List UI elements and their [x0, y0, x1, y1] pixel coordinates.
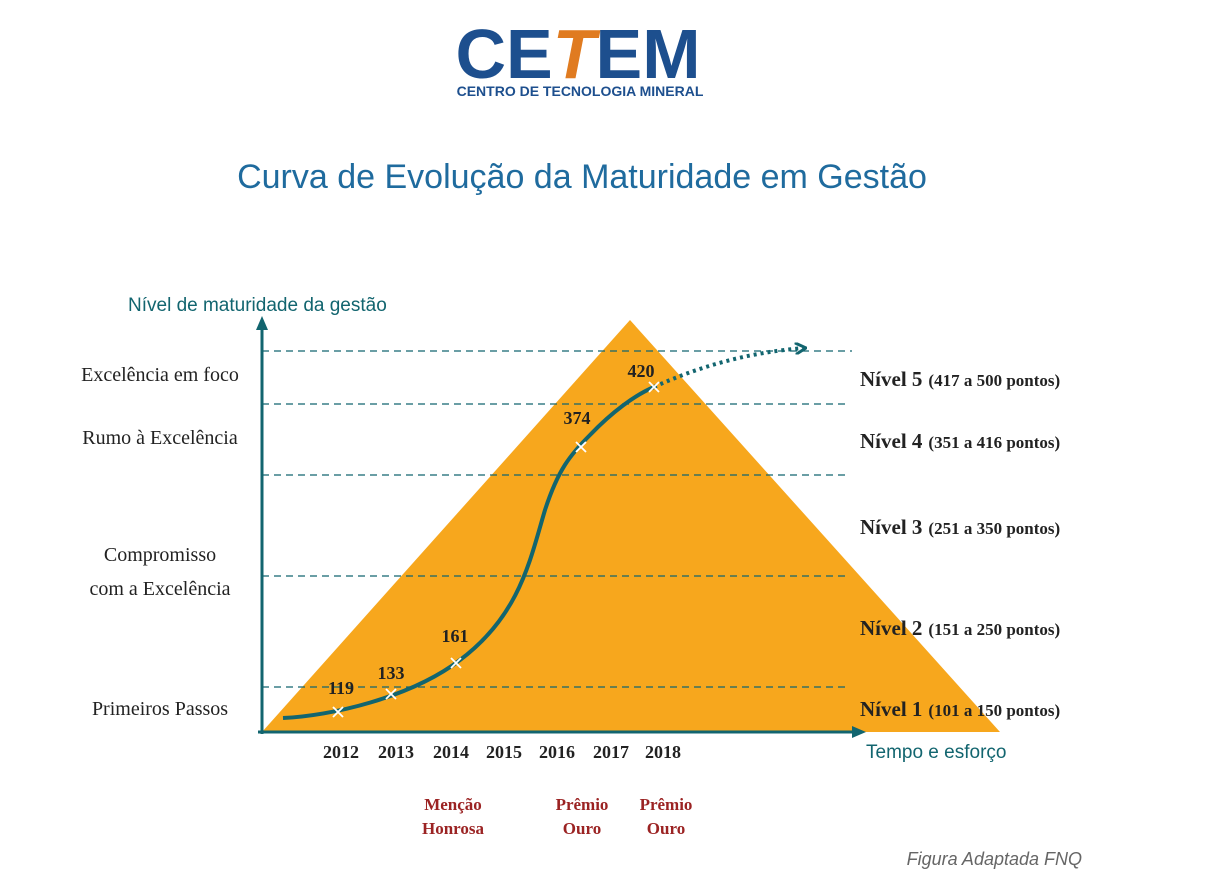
year: 2015: [486, 742, 522, 762]
level-label: Nível 4 (351 a 416 pontos): [860, 429, 1060, 453]
level-label: Nível 3 (251 a 350 pontos): [860, 515, 1060, 539]
score: 119: [328, 678, 354, 698]
stage-label: Primeiros Passos: [92, 698, 228, 720]
level-lines: [262, 350, 852, 688]
markers: [332, 381, 660, 718]
level-range: (151 a 250 pontos): [928, 620, 1060, 639]
x-axis-label: Tempo e esforço: [866, 742, 1006, 763]
level-range: (351 a 416 pontos): [928, 433, 1060, 452]
y-arrow: [256, 316, 268, 330]
score: 374: [564, 408, 591, 428]
caption: Figura Adaptada FNQ: [907, 849, 1082, 869]
award: Prêmio: [640, 795, 693, 814]
title: Curva de Evolução da Maturidade em Gestã…: [237, 158, 927, 196]
stage-label: Excelência em foco: [81, 364, 239, 386]
level-range: (417 a 500 pontos): [928, 371, 1060, 390]
y-axis-label: Nível de maturidade da gestão: [128, 295, 387, 316]
level-range: (101 a 150 pontos): [928, 701, 1060, 720]
diagram: [256, 316, 1000, 738]
award: Ouro: [647, 819, 685, 838]
stage-label: Compromisso: [104, 544, 216, 566]
award: Honrosa: [422, 819, 485, 838]
stage-label: com a Excelência: [89, 578, 230, 600]
level-name: Nível 3: [860, 515, 922, 539]
level-label: Nível 5 (417 a 500 pontos): [860, 367, 1060, 391]
level-label: Nível 1 (101 a 150 pontos): [860, 697, 1060, 721]
score: 161: [442, 626, 469, 646]
logo-part: T: [553, 15, 601, 93]
year: 2016: [539, 742, 575, 762]
year: 2012: [323, 742, 359, 762]
award: Prêmio: [556, 795, 609, 814]
logo-part: EM: [596, 15, 701, 93]
level-label: Nível 2 (151 a 250 pontos): [860, 616, 1060, 640]
logo-part: CE: [455, 15, 552, 93]
score: 420: [628, 361, 655, 381]
x-arrow: [852, 726, 866, 738]
stage-label: Rumo à Excelência: [82, 427, 238, 449]
pyramid: [262, 320, 1000, 732]
logo-subtitle: CENTRO DE TECNOLOGIA MINERAL: [457, 83, 704, 99]
year: 2013: [378, 742, 414, 762]
level-name: Nível 1: [860, 697, 922, 721]
score: 133: [378, 663, 405, 683]
year: 2017: [593, 742, 629, 762]
level-range: (251 a 350 pontos): [928, 519, 1060, 538]
level-name: Nível 4: [860, 429, 923, 453]
logo: CETEM: [455, 15, 700, 93]
level-name: Nível 5: [860, 367, 922, 391]
year: 2014: [433, 742, 469, 762]
year: 2018: [645, 742, 681, 762]
award: Ouro: [563, 819, 601, 838]
level-name: Nível 2: [860, 616, 922, 640]
award: Menção: [424, 795, 482, 814]
